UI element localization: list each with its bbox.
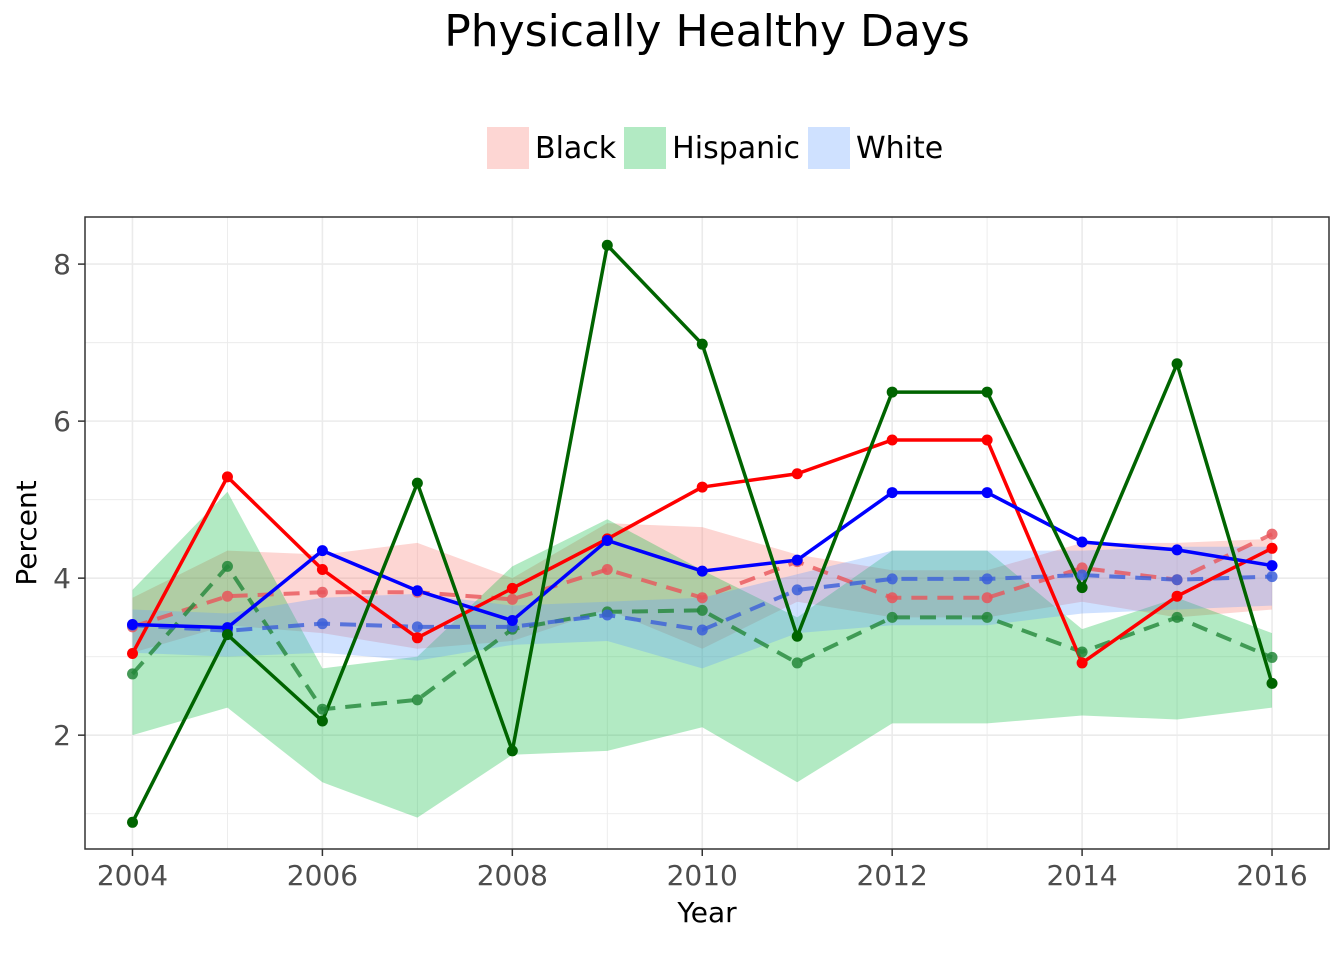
point-hispanic-dashed-2012: [886, 611, 898, 623]
point-white-solid-2006: [316, 545, 328, 557]
legend-item-hispanic: Hispanic: [624, 127, 800, 169]
legend-item-white: White: [807, 127, 944, 169]
point-hispanic-solid-2007: [411, 477, 423, 489]
point-black-dashed-2008: [506, 593, 518, 605]
point-black-solid-2010: [696, 481, 708, 493]
point-white-dashed-2011: [791, 584, 803, 596]
point-black-solid-2016: [1266, 542, 1278, 554]
y-tick-label-8: 8: [53, 248, 71, 281]
point-white-solid-2004: [126, 618, 138, 630]
point-white-solid-2013: [981, 487, 993, 499]
point-hispanic-solid-2006: [316, 715, 328, 727]
point-black-solid-2004: [126, 648, 138, 660]
point-hispanic-dashed-2010: [696, 604, 708, 616]
point-black-solid-2013: [981, 434, 993, 446]
point-hispanic-solid-2013: [981, 386, 993, 398]
point-white-solid-2009: [601, 534, 613, 546]
point-white-dashed-2012: [886, 573, 898, 585]
band-black: [132, 523, 1273, 653]
x-axis-ticks: 2004 2006 2008 2010 2012 2014 2016: [97, 849, 1308, 892]
band-hispanic: [132, 491, 1273, 818]
point-black-dashed-2010: [696, 592, 708, 604]
point-hispanic-solid-2011: [791, 630, 803, 642]
point-hispanic-solid-2004: [126, 816, 138, 828]
point-black-solid-2007: [411, 632, 423, 644]
point-black-dashed-2006: [316, 586, 328, 598]
point-hispanic-solid-2008: [506, 745, 518, 757]
point-white-dashed-2009: [601, 609, 613, 621]
point-hispanic-solid-2009: [601, 239, 613, 251]
point-hispanic-dashed-2014: [1076, 646, 1088, 658]
point-white-dashed-2006: [316, 618, 328, 630]
point-white-solid-2011: [791, 554, 803, 566]
point-white-solid-2014: [1076, 536, 1088, 548]
x-tick-label-2004: 2004: [97, 859, 168, 892]
point-black-dashed-2013: [981, 592, 993, 604]
point-hispanic-solid-2012: [886, 386, 898, 398]
point-white-solid-2012: [886, 487, 898, 499]
point-black-solid-2014: [1076, 657, 1088, 669]
x-tick-label-2008: 2008: [477, 859, 548, 892]
legend: Black Hispanic White: [487, 126, 951, 170]
y-axis-label: Percent: [10, 480, 43, 585]
point-black-solid-2005: [221, 471, 233, 483]
x-tick-label-2014: 2014: [1046, 859, 1117, 892]
point-hispanic-dashed-2004: [126, 668, 138, 680]
point-hispanic-dashed-2007: [411, 694, 423, 706]
legend-label-hispanic: Hispanic: [672, 130, 800, 166]
point-black-dashed-2016: [1266, 528, 1278, 540]
point-black-solid-2008: [506, 582, 518, 594]
point-hispanic-solid-2014: [1076, 582, 1088, 594]
point-hispanic-solid-2005: [221, 629, 233, 641]
point-hispanic-dashed-2006: [316, 703, 328, 715]
point-hispanic-dashed-2015: [1171, 611, 1183, 623]
point-white-solid-2016: [1266, 560, 1278, 572]
point-black-solid-2012: [886, 434, 898, 446]
x-tick-label-2016: 2016: [1236, 859, 1307, 892]
point-hispanic-solid-2015: [1171, 358, 1183, 370]
legend-label-white: White: [855, 130, 944, 166]
y-tick-label-4: 4: [53, 562, 71, 595]
x-tick-label-2006: 2006: [287, 859, 358, 892]
panel-border: [84, 216, 1330, 850]
legend-key-white: [807, 127, 850, 169]
point-hispanic-dashed-2013: [981, 611, 993, 623]
y-tick-label-2: 2: [53, 719, 71, 752]
point-white-dashed-2016: [1266, 571, 1278, 583]
point-white-dashed-2007: [411, 621, 423, 633]
point-hispanic-dashed-2016: [1266, 651, 1278, 663]
point-black-solid-2011: [791, 468, 803, 480]
y-tick-label-6: 6: [53, 405, 71, 438]
point-white-solid-2008: [506, 615, 518, 627]
point-white-solid-2007: [411, 585, 423, 597]
x-axis-label: Year: [676, 896, 737, 929]
y-axis-ticks: 2 4 6 8: [53, 248, 85, 752]
series-points: [126, 239, 1278, 828]
point-white-dashed-2013: [981, 573, 993, 585]
x-tick-label-2012: 2012: [857, 859, 928, 892]
legend-item-black: Black: [487, 127, 616, 169]
point-black-dashed-2009: [601, 564, 613, 576]
x-tick-label-2010: 2010: [667, 859, 738, 892]
point-white-solid-2010: [696, 565, 708, 577]
legend-key-black: [487, 127, 529, 169]
point-black-solid-2015: [1171, 590, 1183, 602]
point-hispanic-solid-2016: [1266, 677, 1278, 689]
point-black-solid-2006: [316, 564, 328, 576]
legend-label-black: Black: [535, 130, 617, 166]
point-hispanic-solid-2010: [696, 338, 708, 350]
legend-key-hispanic: [624, 127, 667, 169]
point-white-dashed-2015: [1171, 574, 1183, 586]
point-hispanic-dashed-2005: [221, 560, 233, 572]
point-white-dashed-2014: [1076, 569, 1088, 581]
point-white-solid-2015: [1171, 544, 1183, 556]
point-white-dashed-2010: [696, 624, 708, 636]
point-hispanic-dashed-2011: [791, 657, 803, 669]
chart-title: Physically Healthy Days: [444, 6, 970, 57]
point-black-dashed-2012: [886, 592, 898, 604]
point-black-dashed-2005: [221, 590, 233, 602]
